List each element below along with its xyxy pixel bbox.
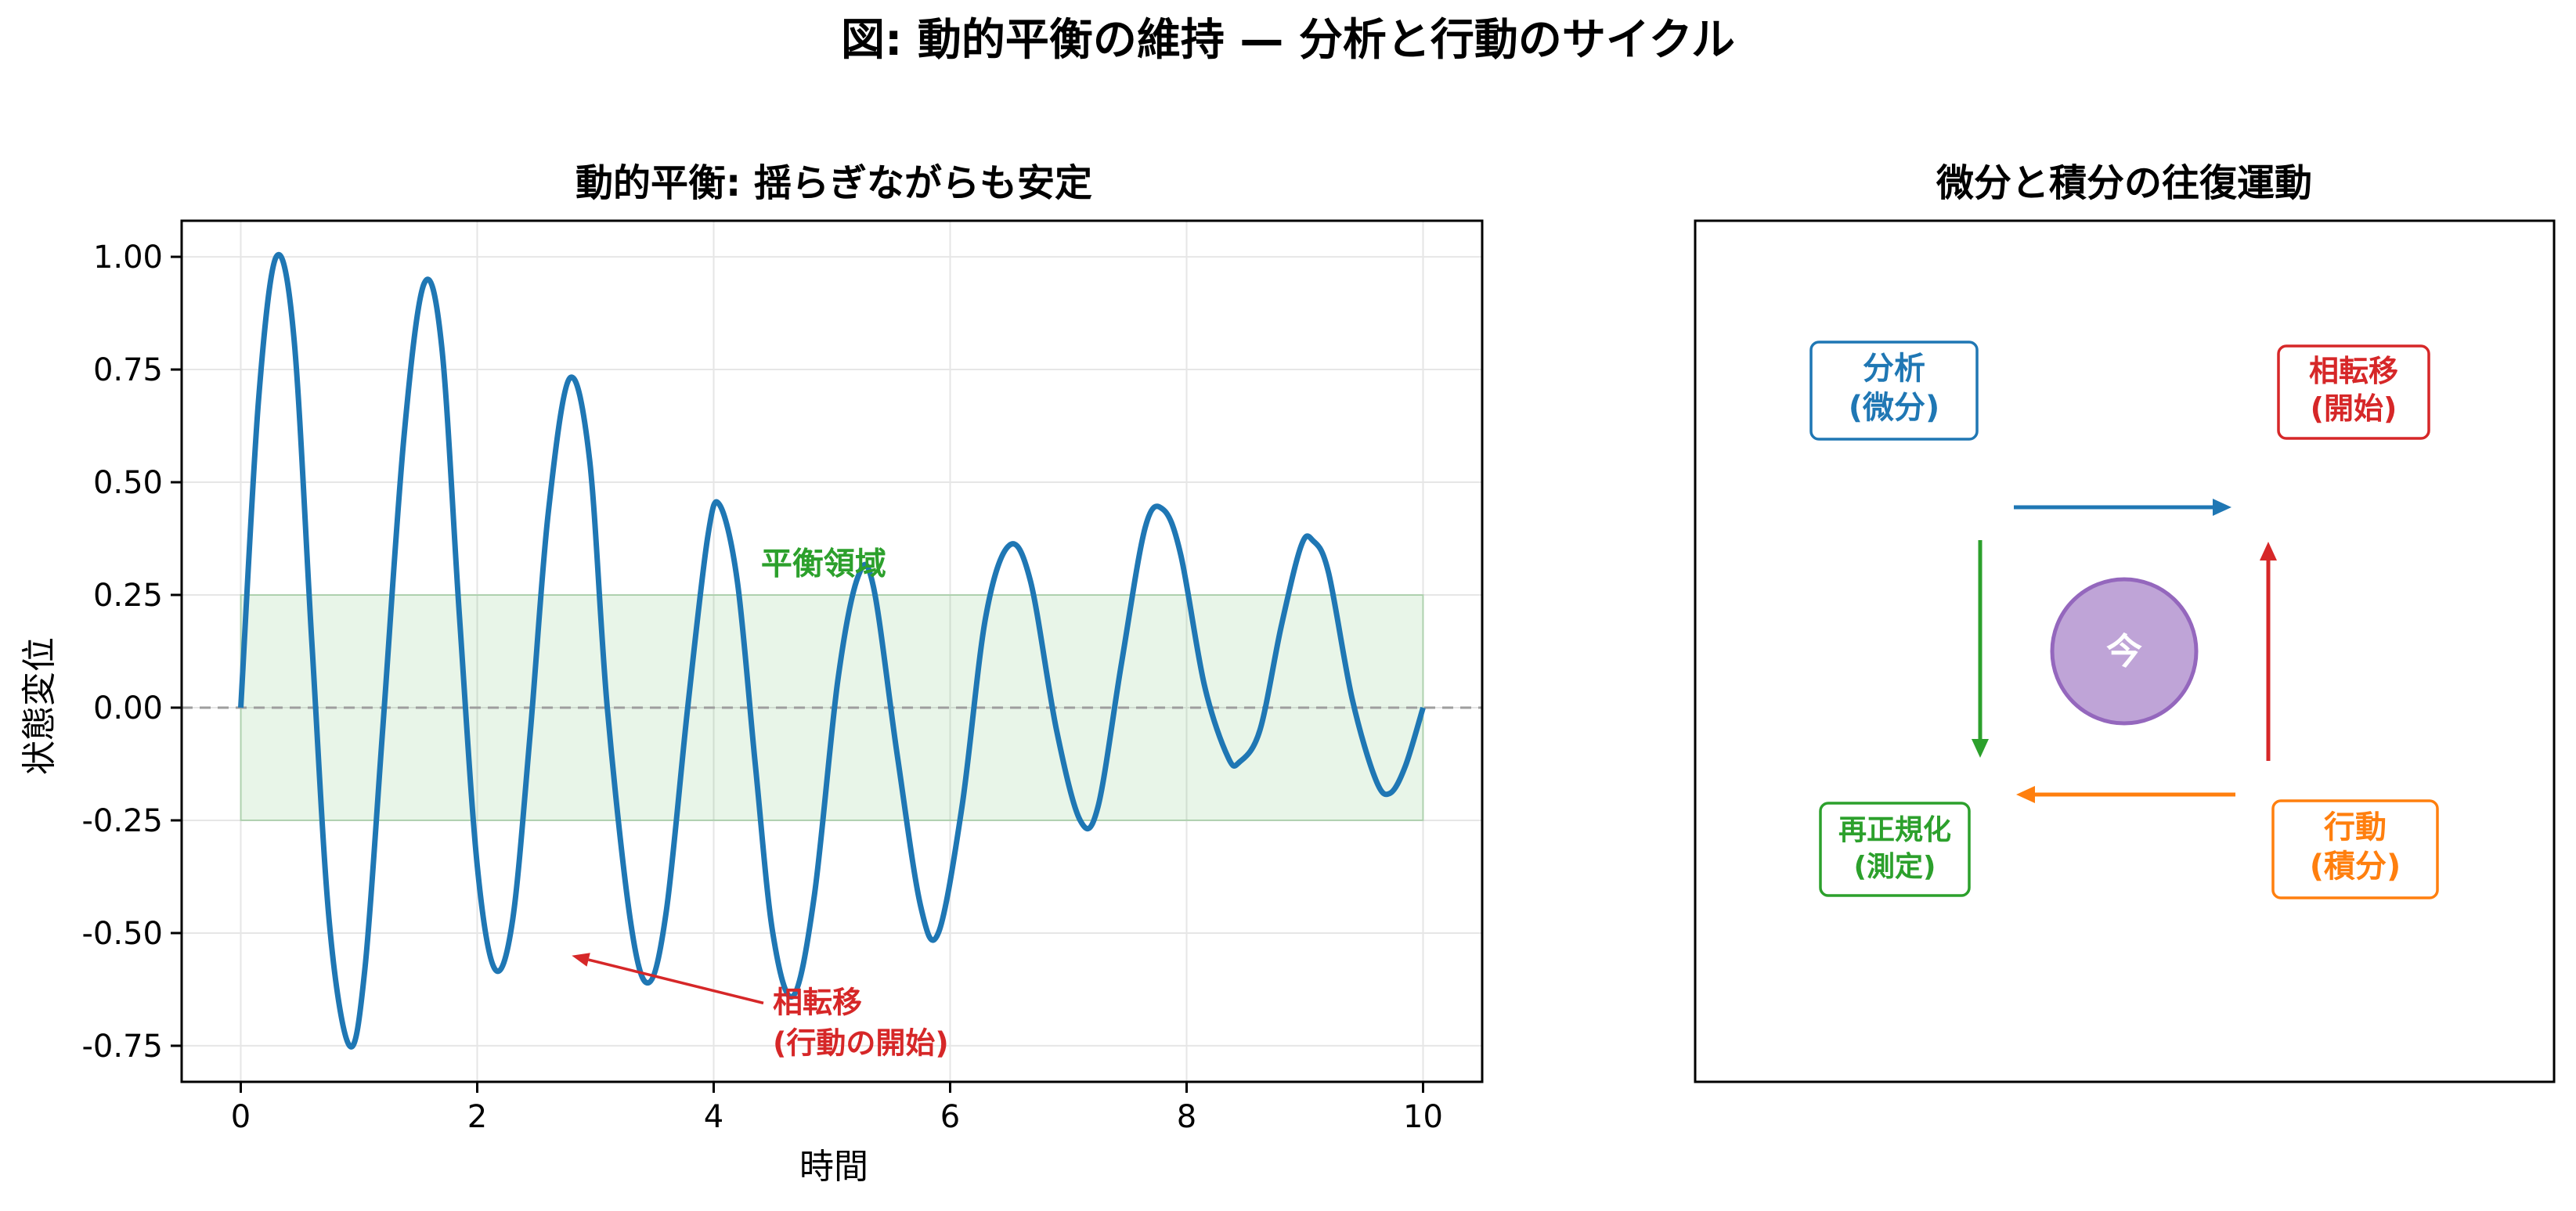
y-tick-label: 0.00 (93, 690, 163, 726)
phase-transition-label-line1: 相転移 (773, 985, 862, 1019)
node-renorm-label: 再正規化 (1838, 814, 1951, 846)
series-line-state-displacement (238, 251, 1426, 1050)
diagram-frame (1694, 219, 2556, 1083)
node-transition-sublabel: (開始) (2311, 391, 2397, 426)
x-tick-label: 6 (940, 1099, 960, 1135)
node-action-sublabel: (積分) (2310, 849, 2401, 885)
phase-transition-arrowhead (572, 953, 590, 967)
y-tick-label: -0.50 (82, 916, 164, 952)
y-tick-label: 0.25 (93, 578, 163, 614)
y-tick-label: -0.25 (82, 803, 164, 839)
center-now-label: 今 (2106, 630, 2142, 672)
x-tick-label: 2 (467, 1099, 487, 1135)
y-axis-ticks: -0.75 -0.50 -0.25 0.00 0.25 0.50 0.75 1.00 (82, 240, 182, 1065)
node-transition-box (2277, 344, 2430, 440)
x-axis-label: 時間 (799, 1147, 868, 1187)
phase-transition-label-line2: (行動の開始) (773, 1025, 949, 1060)
arrowhead-analysis-to-renorm (1972, 739, 1989, 758)
y-tick-label: -0.75 (82, 1029, 164, 1065)
node-analysis-label: 分析 (1863, 351, 1925, 387)
line-chart: 動的平衡: 揺らぎながらも安定 平衡領域 相転移 (行動の開始) 0 2 4 6 8 10… (20, 161, 1484, 1187)
node-analysis-sublabel: (微分) (1849, 390, 1940, 426)
y-tick-label: 0.75 (93, 352, 163, 388)
y-tick-label: 1.00 (93, 240, 163, 276)
x-tick-label: 4 (704, 1099, 723, 1135)
y-axis-label: 状態変位 (20, 637, 60, 775)
equilibrium-band-label: 平衡領域 (761, 546, 886, 582)
line-chart-title: 動的平衡: 揺らぎながらも安定 (575, 161, 1092, 205)
node-renorm-sublabel: (測定) (1854, 851, 1936, 883)
arrowhead-transition-from-action (2260, 542, 2277, 560)
x-axis-ticks: 0 2 4 6 8 10 (231, 1082, 1443, 1135)
phase-transition-arrow (588, 958, 764, 1005)
cycle-diagram-title: 微分と積分の往復運動 (1936, 161, 2312, 205)
x-tick-label: 10 (1403, 1099, 1443, 1135)
center-now-circle (2050, 577, 2199, 726)
x-tick-label: 8 (1177, 1099, 1196, 1135)
node-action-label: 行動 (2324, 809, 2387, 845)
arrowhead-action-to-renorm (2016, 786, 2035, 803)
node-action-box (2271, 799, 2439, 899)
arrowhead-analysis-to-transition (2213, 499, 2231, 516)
node-transition-label: 相転移 (2309, 354, 2398, 388)
figure-suptitle: 図: 動的平衡の維持 — 分析と行動のサイクル (841, 15, 1735, 66)
x-tick-label: 0 (231, 1099, 251, 1135)
node-renorm-box (1819, 802, 1971, 897)
node-analysis-box (1809, 341, 1979, 441)
cycle-diagram: 微分と積分の往復運動 分析 (微分) 相転移 (開始) 再正規化 (測定) 行動… (1694, 161, 2556, 1083)
plot-area-frame (180, 219, 1484, 1083)
y-tick-label: 0.50 (93, 465, 163, 501)
